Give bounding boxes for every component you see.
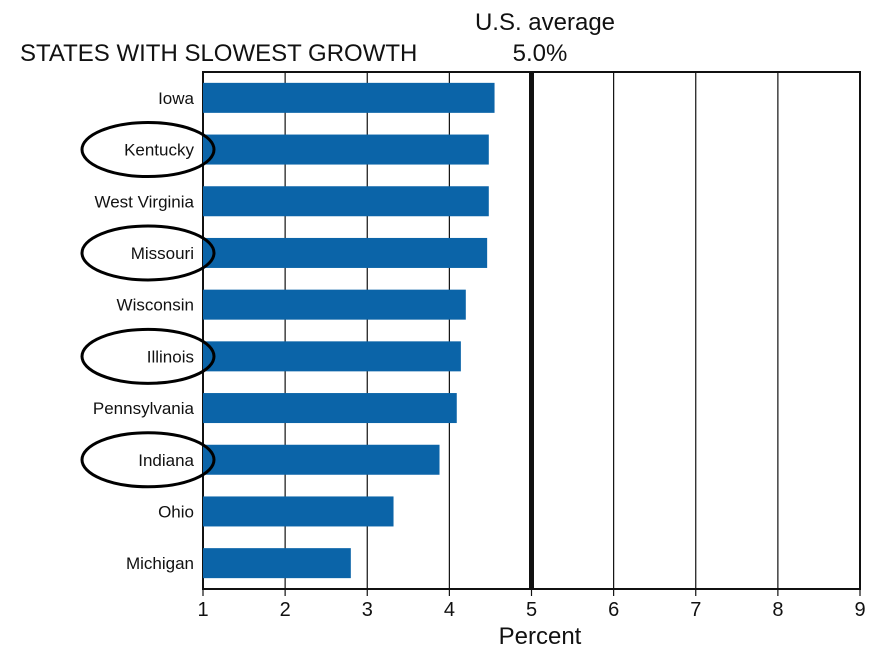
x-tick-label: 9 <box>854 599 865 621</box>
bars <box>203 82 495 579</box>
bar <box>203 186 489 217</box>
bar <box>203 289 466 320</box>
x-tick-label: 6 <box>608 599 619 621</box>
category-label: Indiana <box>138 451 194 470</box>
bar <box>203 444 440 475</box>
bar <box>203 237 488 268</box>
x-tick-label: 7 <box>690 599 701 621</box>
category-label: Ohio <box>158 502 194 521</box>
category-label: Iowa <box>158 89 194 108</box>
category-label: Illinois <box>147 347 194 366</box>
x-tick-labels: 1 2 3 4 5 6 7 8 9 <box>197 589 866 621</box>
highlight-circles <box>80 121 216 489</box>
x-tick-label: 5 <box>526 599 537 621</box>
category-label: Michigan <box>126 554 194 573</box>
bar <box>203 341 461 372</box>
category-label: Pennsylvania <box>93 399 195 418</box>
category-labels: Iowa Kentucky West Virginia Missouri Wiscons… <box>93 89 195 573</box>
x-tick-label: 1 <box>197 599 208 621</box>
highlight-circle <box>80 224 216 282</box>
category-label: Missouri <box>131 244 194 263</box>
bar <box>203 82 495 113</box>
x-tick-label: 8 <box>772 599 783 621</box>
bar <box>203 134 489 165</box>
category-label: Kentucky <box>124 141 194 160</box>
x-tick-label: 3 <box>362 599 373 621</box>
bar <box>203 393 457 424</box>
highlight-circle <box>80 431 216 489</box>
reference-line-value: 5.0% <box>513 40 568 67</box>
bar <box>203 548 351 579</box>
reference-line-label: U.S. average <box>475 9 615 36</box>
bar <box>203 496 394 527</box>
x-tick-label: 2 <box>280 599 291 621</box>
chart-title: STATES WITH SLOWEST GROWTH <box>20 40 417 67</box>
x-axis-label: Percent <box>499 623 582 650</box>
category-label: West Virginia <box>94 192 194 211</box>
highlight-circle <box>80 327 216 385</box>
x-tick-label: 4 <box>444 599 455 621</box>
category-label: Wisconsin <box>117 296 194 315</box>
highlight-circle <box>80 121 216 179</box>
